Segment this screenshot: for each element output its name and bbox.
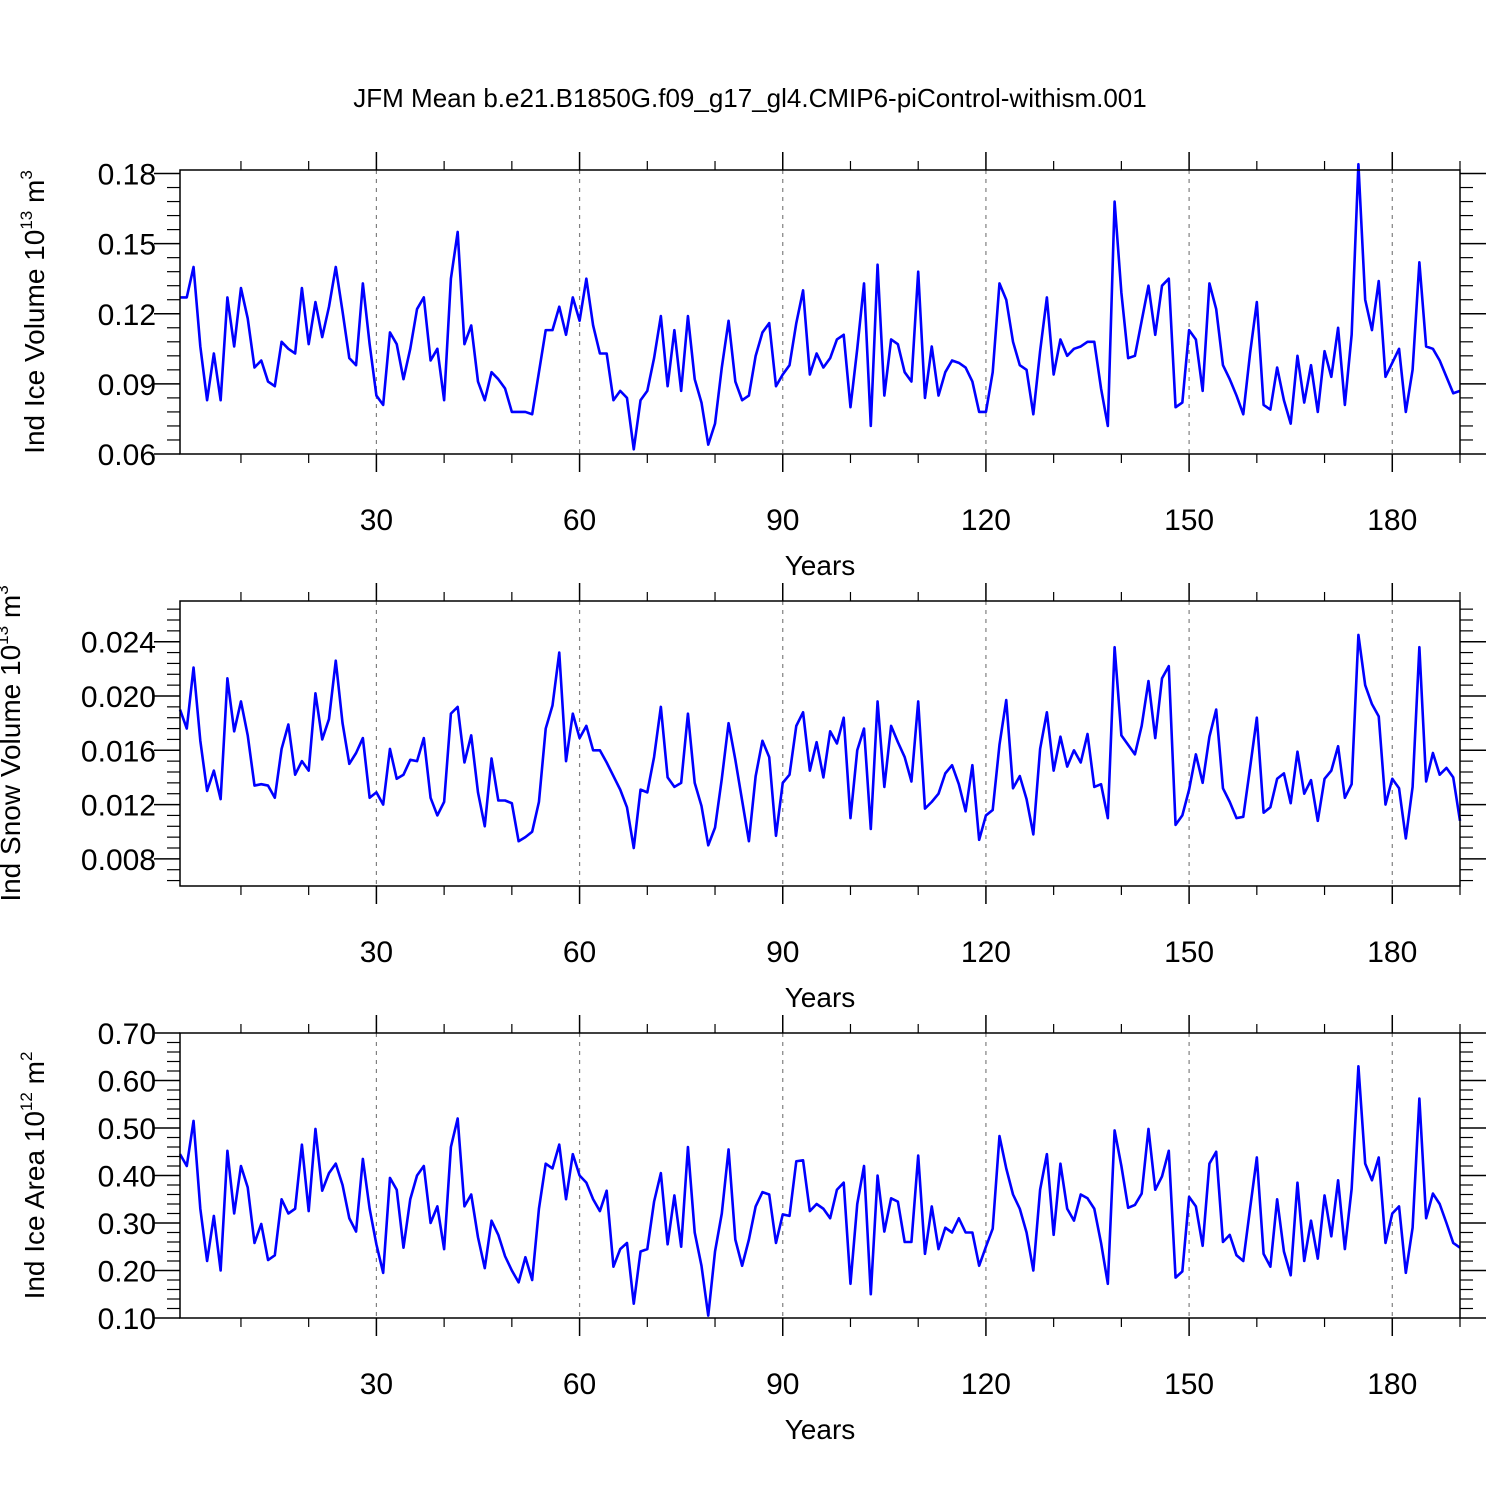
y-tick-label: 0.60: [98, 1066, 156, 1099]
y-tick-label: 0.15: [98, 229, 156, 262]
x-tick-label: 60: [563, 504, 596, 537]
x-tick-label: 60: [563, 936, 596, 969]
y-tick-label: 0.09: [98, 369, 156, 402]
y-tick-label: 0.024: [81, 627, 156, 660]
y-axis-label: Ind Ice Area 1012 m2: [17, 1052, 50, 1300]
x-tick-label: 90: [766, 504, 799, 537]
plot-frame: [179, 1032, 1461, 1319]
x-tick-label: 150: [1164, 504, 1214, 537]
x-tick-label: 120: [961, 504, 1011, 537]
plot-frame: [179, 169, 1461, 455]
y-tick-label: 0.012: [81, 790, 156, 823]
y-tick-label: 0.06: [98, 439, 156, 472]
x-tick-label: 120: [961, 936, 1011, 969]
y-tick-label: 0.008: [81, 844, 156, 877]
y-tick-label: 0.30: [98, 1208, 156, 1241]
plot-frame: [179, 600, 1461, 887]
x-axis-label: Years: [785, 550, 856, 581]
y-tick-label: 0.020: [81, 681, 156, 714]
y-tick-label: 0.70: [98, 1018, 156, 1051]
y-tick-label: 0.12: [98, 299, 156, 332]
y-tick-label: 0.016: [81, 735, 156, 768]
x-tick-label: 180: [1367, 1368, 1417, 1401]
y-axis-label: Ind Snow Volume 1013 m3: [0, 585, 26, 901]
data-line: [178, 633, 1462, 850]
y-tick-label: 0.10: [98, 1303, 156, 1336]
y-tick-label: 0.18: [98, 159, 156, 192]
x-tick-label: 180: [1367, 936, 1417, 969]
x-tick-label: 180: [1367, 504, 1417, 537]
figure-title: JFM Mean b.e21.B1850G.f09_g17_gl4.CMIP6-…: [353, 83, 1146, 113]
x-tick-label: 120: [961, 1368, 1011, 1401]
x-axis-label: Years: [785, 1414, 856, 1445]
y-axis-label: Ind Ice Volume 1013 m3: [17, 170, 50, 454]
y-tick-label: 0.20: [98, 1256, 156, 1289]
x-tick-label: 90: [766, 1368, 799, 1401]
x-tick-label: 90: [766, 936, 799, 969]
chart-panel-1: 30 60 90 120 150 180 0.06 0.09 0.12 0.15 0.18 Years…: [17, 152, 1486, 581]
x-tick-label: 150: [1164, 1368, 1214, 1401]
x-tick-label: 30: [360, 1368, 393, 1401]
data-line: [178, 1064, 1461, 1317]
x-tick-label: 60: [563, 1368, 596, 1401]
x-axis-label: Years: [785, 982, 856, 1013]
x-tick-label: 30: [360, 504, 393, 537]
chart-panel-2: 30 60 90 120 150 180 0.008 0.012 0.016 0.020 0.024…: [0, 583, 1486, 1013]
y-tick-label: 0.50: [98, 1113, 156, 1146]
x-tick-label: 30: [360, 936, 393, 969]
chart-panel-3: 30 60 90 120 150 180 0.10 0.20 0.30 0.40 0.50 0.60 0…: [17, 1015, 1486, 1445]
y-tick-label: 0.40: [98, 1161, 156, 1194]
x-tick-label: 150: [1164, 936, 1214, 969]
data-line: [180, 162, 1461, 451]
panels: 30 60 90 120 150 180 0.06 0.09 0.12 0.15 0.18 Years…: [0, 152, 1486, 1445]
